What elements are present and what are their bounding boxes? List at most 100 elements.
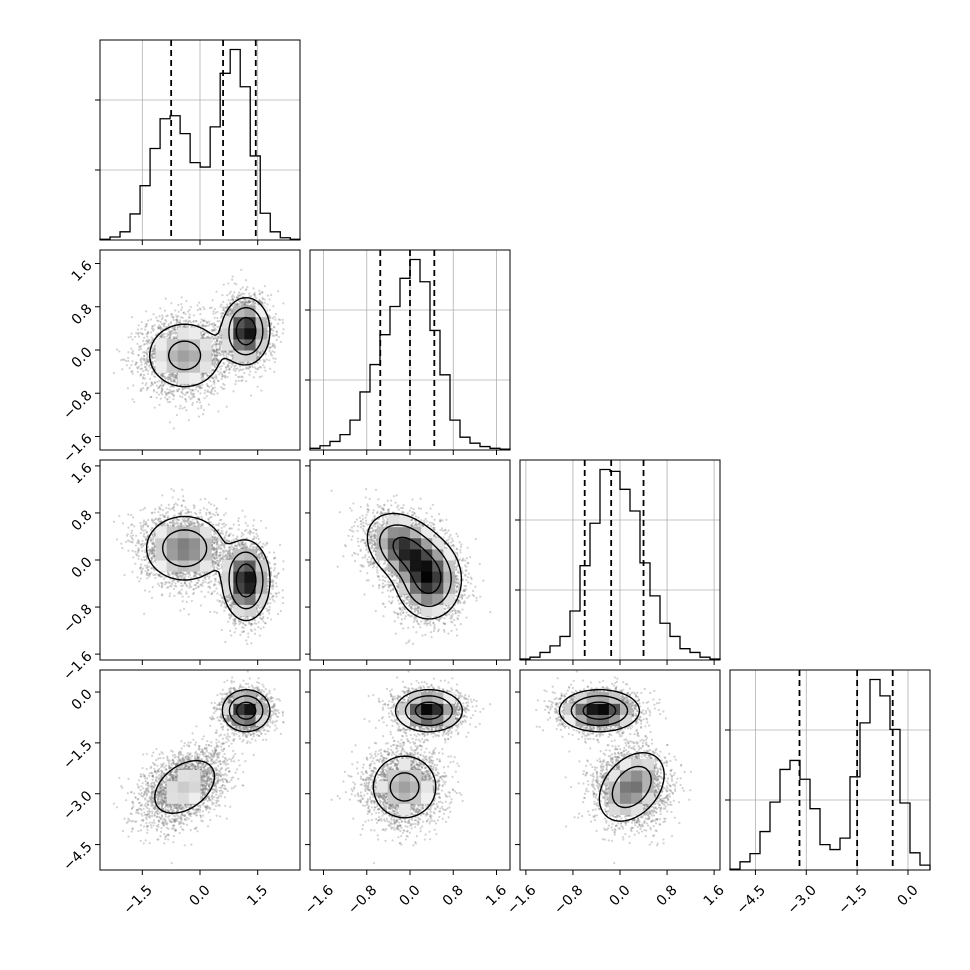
scatter-point [260,366,262,368]
scatter-point [195,386,197,388]
scatter-point [151,382,153,384]
scatter-point [185,391,187,393]
scatter-point [131,360,133,362]
scatter-point [153,390,155,392]
scatter-point [153,375,155,377]
scatter-point [178,388,180,390]
scatter-point [151,373,153,375]
scatter-point [184,394,186,396]
scatter-point [184,406,186,408]
scatter-point [177,315,179,317]
scatter-point [162,384,164,386]
scatter-point [152,313,154,315]
scatter-point [242,286,244,288]
scatter-point [264,302,266,304]
scatter-point [142,340,144,342]
scatter-point [154,348,156,350]
scatter-point [181,306,183,308]
scatter-point [204,389,206,391]
scatter-point [144,358,146,360]
scatter-point [191,389,193,391]
scatter-point [226,369,228,371]
scatter-point [203,320,205,322]
scatter-point [185,319,187,321]
scatter-point [214,317,216,319]
scatter-point [222,301,224,303]
scatter-point [240,288,242,290]
scatter-point [188,419,190,421]
scatter-point [219,366,221,368]
scatter-point [162,334,164,336]
scatter-point [176,321,178,323]
scatter-point [150,331,152,333]
scatter-point [165,315,167,317]
scatter-point [160,326,162,328]
scatter-point [127,351,129,353]
scatter-point [136,343,138,345]
scatter-point [140,373,142,375]
scatter-point [203,397,205,399]
scatter-point [174,309,176,311]
scatter-point [190,391,192,393]
scatter-point [188,320,190,322]
scatter-point [197,407,199,409]
scatter-point [214,386,216,388]
scatter-point [179,395,181,397]
scatter-point [149,378,151,380]
scatter-point [156,391,158,393]
scatter-point [219,345,221,347]
scatter-point [220,368,222,370]
scatter-point [148,342,150,344]
scatter-point [211,389,213,391]
scatter-point [140,388,142,390]
scatter-point [146,364,148,366]
scatter-point [273,316,275,318]
scatter-point [141,328,143,330]
scatter-point [204,392,206,394]
scatter-point [176,389,178,391]
scatter-point [154,381,156,383]
scatter-point [263,366,265,368]
scatter-point [213,379,215,381]
scatter-point [214,337,216,339]
scatter-point [264,299,266,301]
scatter-point [162,328,164,330]
scatter-point [216,392,218,394]
scatter-point [208,403,210,405]
scatter-point [140,359,142,361]
scatter-point [164,377,166,379]
scatter-point [145,340,147,342]
scatter-point [166,388,168,390]
scatter-point [158,404,160,406]
scatter-point [212,310,214,312]
scatter-point [202,325,204,327]
scatter-point [156,381,158,383]
scatter-point [225,355,227,357]
scatter-point [199,321,201,323]
scatter-point [193,314,195,316]
scatter-point [173,319,175,321]
scatter-point [142,370,144,372]
scatter-point [265,358,267,360]
scatter-point [138,336,140,338]
scatter-point [179,326,181,328]
scatter-point [180,303,182,305]
scatter-point [191,404,193,406]
scatter-point [147,355,149,357]
scatter-point [193,393,195,395]
scatter-point [213,383,215,385]
scatter-point [208,391,210,393]
scatter-point [161,323,163,325]
scatter-point [282,319,284,321]
scatter-point [200,331,202,333]
scatter-point [206,321,208,323]
scatter-point [206,383,208,385]
scatter-point [217,410,219,412]
scatter-point [221,375,223,377]
scatter-point [164,310,166,312]
scatter-point [219,353,221,355]
scatter-point [198,415,200,417]
scatter-point [235,380,237,382]
scatter-point [187,311,189,313]
